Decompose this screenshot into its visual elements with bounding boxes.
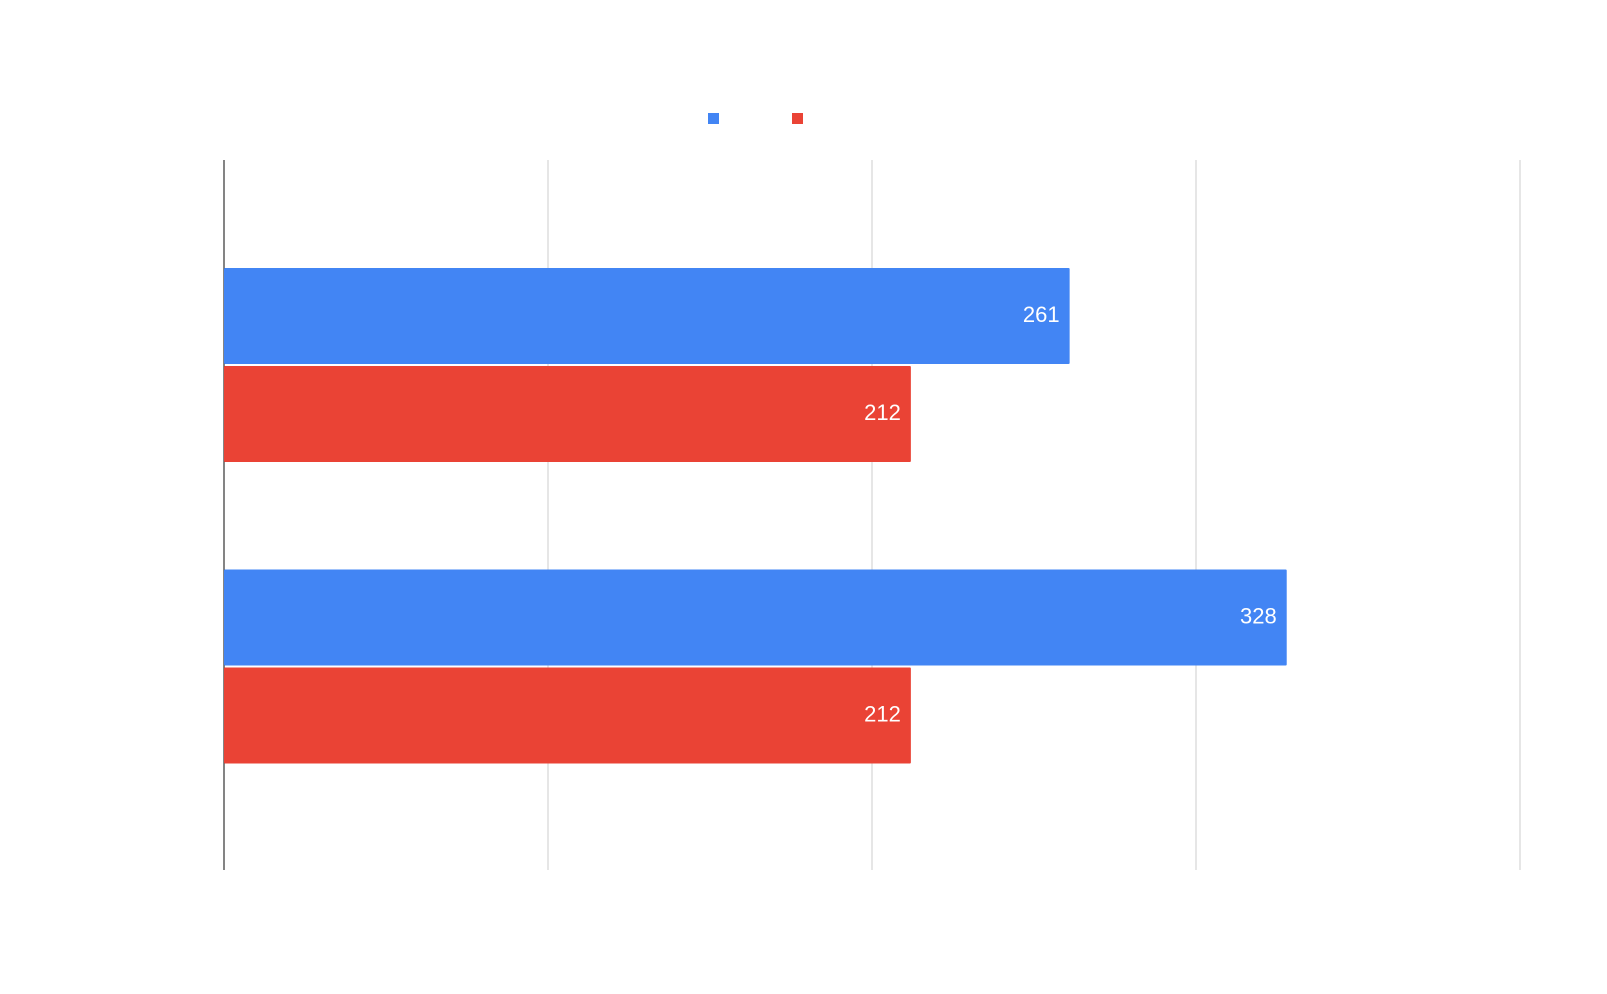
bar (224, 268, 1070, 364)
legend-marker (708, 113, 719, 124)
bar (224, 569, 1287, 666)
value-label: 212 (864, 400, 901, 425)
value-label: 328 (1240, 603, 1277, 628)
bar (224, 366, 911, 462)
bar (224, 667, 911, 764)
value-label: 212 (864, 701, 901, 726)
legend-marker (792, 113, 803, 124)
value-label: 261 (1023, 302, 1060, 327)
